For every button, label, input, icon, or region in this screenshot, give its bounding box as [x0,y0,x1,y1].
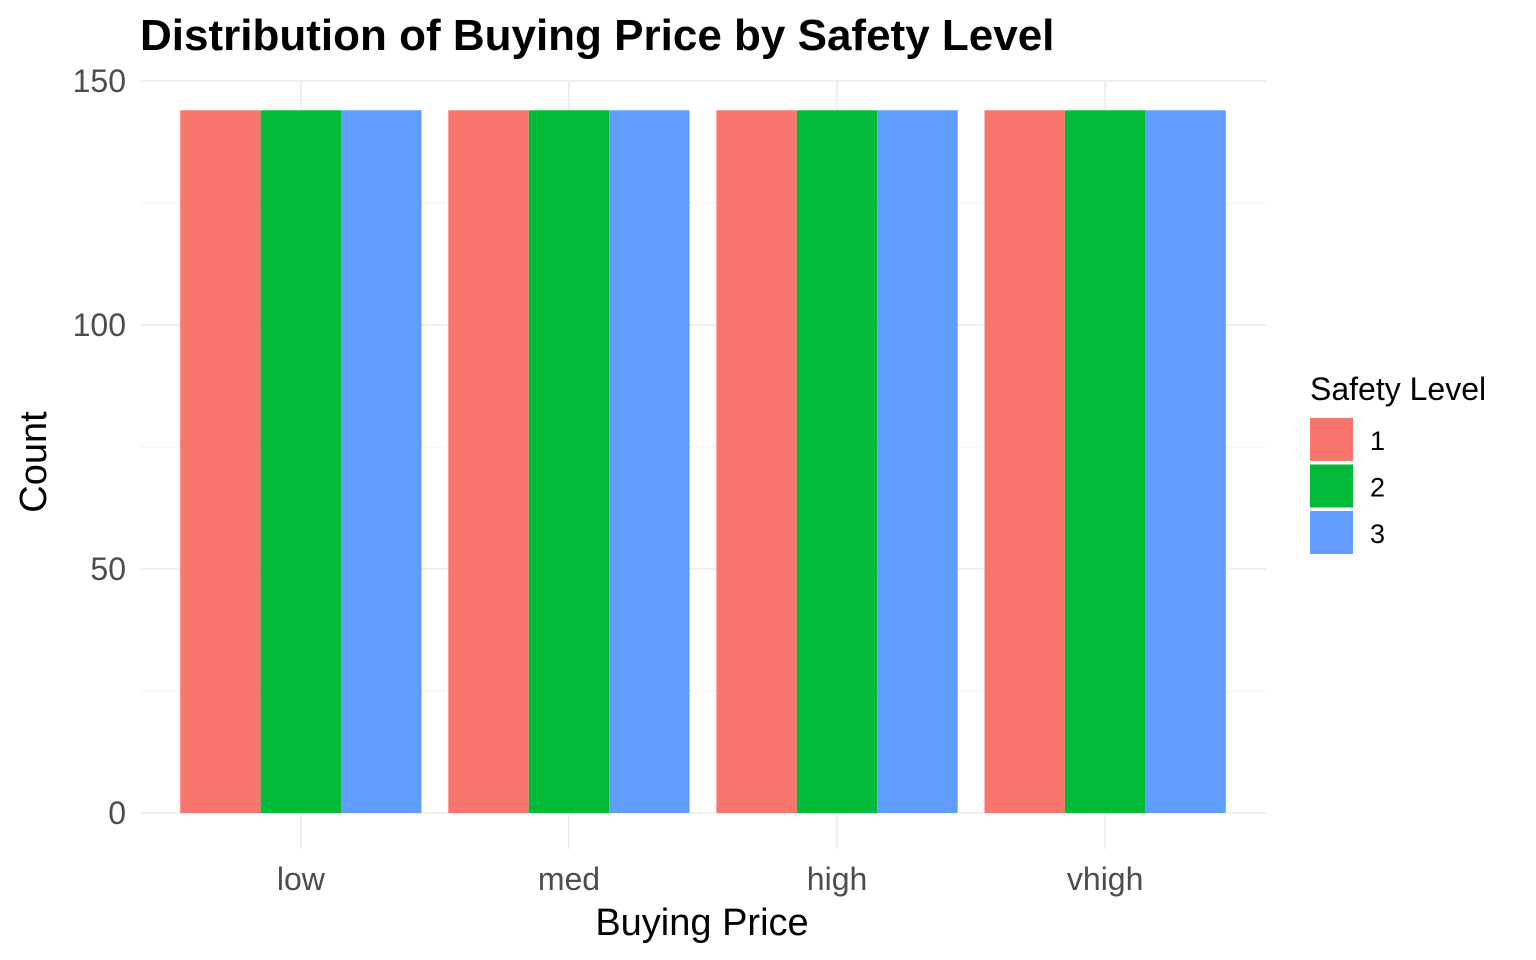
bar-low-safety-3 [341,110,422,813]
bar-med-safety-2 [528,110,610,813]
y-axis-ticks: 0 50 100 150 [73,63,126,831]
bar-med-safety-1 [448,110,529,813]
x-axis-title: Buying Price [595,902,808,944]
bar-low-safety-1 [180,110,261,813]
bar-high-safety-2 [796,110,878,813]
y-tick-label: 0 [108,795,126,831]
x-tick-label: low [277,861,326,897]
bar-low-safety-2 [260,110,342,813]
bar-med-safety-3 [609,110,690,813]
legend-swatch [1310,418,1353,461]
y-tick-label: 50 [90,551,126,587]
bar-vhigh-safety-1 [984,110,1065,813]
x-axis-ticks: low med high vhigh [277,861,1144,897]
x-tick-label: high [807,861,868,897]
bar-high-safety-1 [716,110,797,813]
legend-swatch [1310,464,1353,508]
y-tick-label: 100 [73,307,126,343]
legend-item-2: 2 [1310,464,1385,508]
legend-label: 3 [1370,519,1385,549]
y-axis-title: Count [13,411,55,513]
x-tick-label: vhigh [1067,861,1144,897]
bars [180,110,1226,813]
y-tick-label: 150 [73,63,126,99]
bar-vhigh-safety-2 [1064,110,1146,813]
legend-title: Safety Level [1310,371,1486,407]
legend: Safety Level 1 2 3 [1310,371,1486,554]
x-tick-label: med [538,861,600,897]
legend-swatch [1310,511,1353,554]
bar-high-safety-3 [877,110,958,813]
legend-label: 1 [1370,426,1385,456]
legend-items: 1 2 3 [1310,418,1385,554]
legend-label: 2 [1370,473,1385,503]
bar-vhigh-safety-3 [1145,110,1226,813]
legend-item-1: 1 [1310,418,1385,461]
chart-title: Distribution of Buying Price by Safety L… [140,11,1054,60]
legend-item-3: 3 [1310,511,1385,554]
